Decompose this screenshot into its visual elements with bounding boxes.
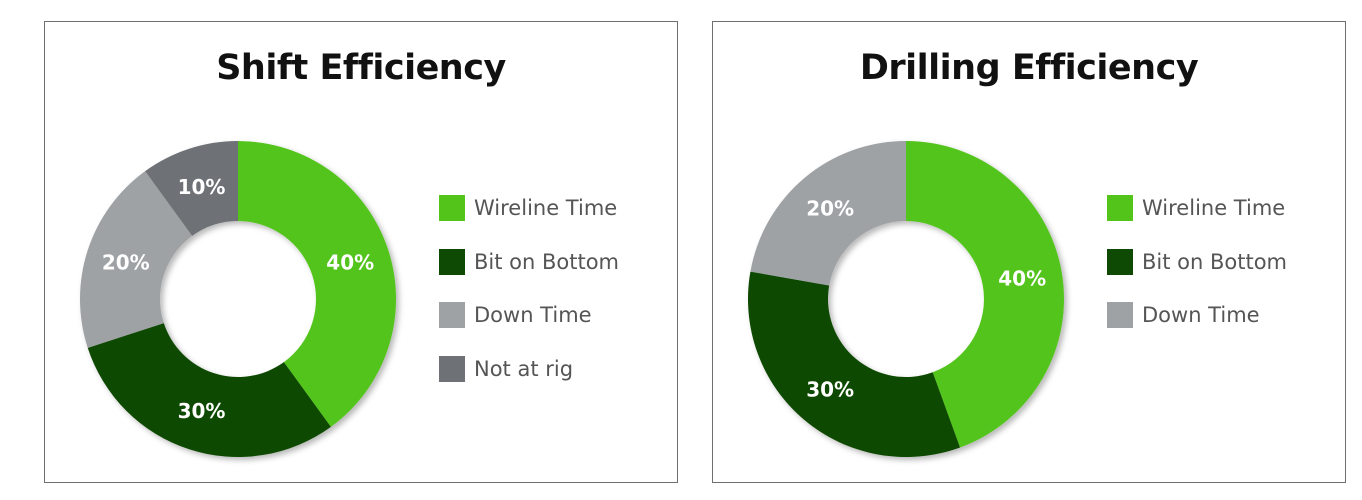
slice-bit-on-bottom [748, 271, 961, 457]
legend-swatch [439, 302, 465, 328]
data-label-not-at-rig: 10% [178, 175, 226, 199]
chart-panel-shift-efficiency: Shift Efficiency 40% 30% 20% 10% Wireline T… [44, 21, 678, 483]
chart-title: Drilling Efficiency [859, 48, 1199, 88]
legend-item-down-time: Down Time [1107, 301, 1287, 329]
slice-not-at-rig [145, 141, 238, 236]
legend: Wireline Time Bit on Bottom Down Time [1107, 194, 1287, 355]
chart-title: Shift Efficiency [216, 48, 506, 88]
legend-label: Down Time [1142, 303, 1260, 327]
legend-swatch [1107, 195, 1133, 221]
legend-swatch [1107, 302, 1133, 328]
slice-wireline-time [906, 141, 1064, 448]
data-label-down-time: 20% [102, 251, 150, 275]
legend-swatch [1107, 248, 1133, 275]
data-label-wireline-time: 40% [326, 251, 374, 275]
data-label-bit-on-bottom: 30% [806, 377, 854, 401]
legend-label: Bit on Bottom [1142, 249, 1288, 274]
legend-item-not-at-rig: Not at rig [439, 355, 619, 383]
legend-swatch [439, 248, 465, 275]
legend-label: Bit on Bottom [474, 249, 620, 274]
legend-item-wireline-time: Wireline Time [439, 194, 619, 222]
legend-swatch [439, 195, 465, 221]
slice-bit-on-bottom [87, 323, 331, 457]
donut-chart: 40% 30% 20% [748, 141, 1064, 457]
legend: Wireline Time Bit on Bottom Down Time No… [439, 194, 619, 408]
data-label-bit-on-bottom: 30% [178, 399, 226, 423]
legend-swatch [439, 355, 465, 382]
legend-label: Wireline Time [474, 196, 618, 220]
legend-item-down-time: Down Time [439, 301, 619, 329]
data-label-down-time: 20% [806, 197, 854, 221]
slice-wireline-time [238, 141, 396, 427]
legend-item-wireline-time: Wireline Time [1107, 194, 1287, 222]
slice-down-time [750, 141, 906, 286]
data-label-wireline-time: 40% [998, 267, 1046, 291]
legend-label: Wireline Time [1142, 196, 1286, 220]
slice-down-time [80, 171, 193, 348]
legend-item-bit-on-bottom: Bit on Bottom [1107, 248, 1287, 276]
legend-item-bit-on-bottom: Bit on Bottom [439, 248, 619, 276]
legend-label: Down Time [474, 303, 592, 327]
chart-panel-drilling-efficiency: Drilling Efficiency 40% 30% 20% Wireline T… [712, 21, 1346, 483]
legend-label: Not at rig [474, 356, 574, 381]
donut-chart: 40% 30% 20% 10% [80, 141, 396, 457]
